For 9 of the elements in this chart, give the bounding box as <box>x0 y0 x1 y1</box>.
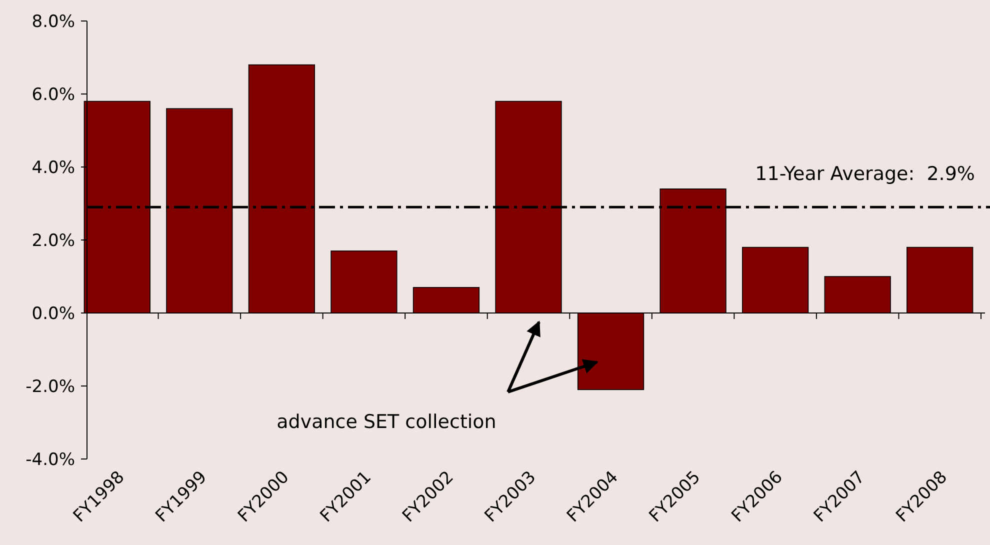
y-tick-label: 2.0% <box>32 230 75 251</box>
y-tick-label: 8.0% <box>32 12 75 32</box>
y-tick-label: -2.0% <box>26 376 75 397</box>
y-tick-label: -4.0% <box>26 450 75 470</box>
y-tick-label: 0.0% <box>32 304 75 324</box>
y-tick-label: 4.0% <box>32 158 75 178</box>
ref-line-label: 11-Year Average: 2.9% <box>755 163 975 186</box>
annotation: advance SET collection <box>276 411 496 433</box>
y-tick-label: 6.0% <box>32 84 75 105</box>
